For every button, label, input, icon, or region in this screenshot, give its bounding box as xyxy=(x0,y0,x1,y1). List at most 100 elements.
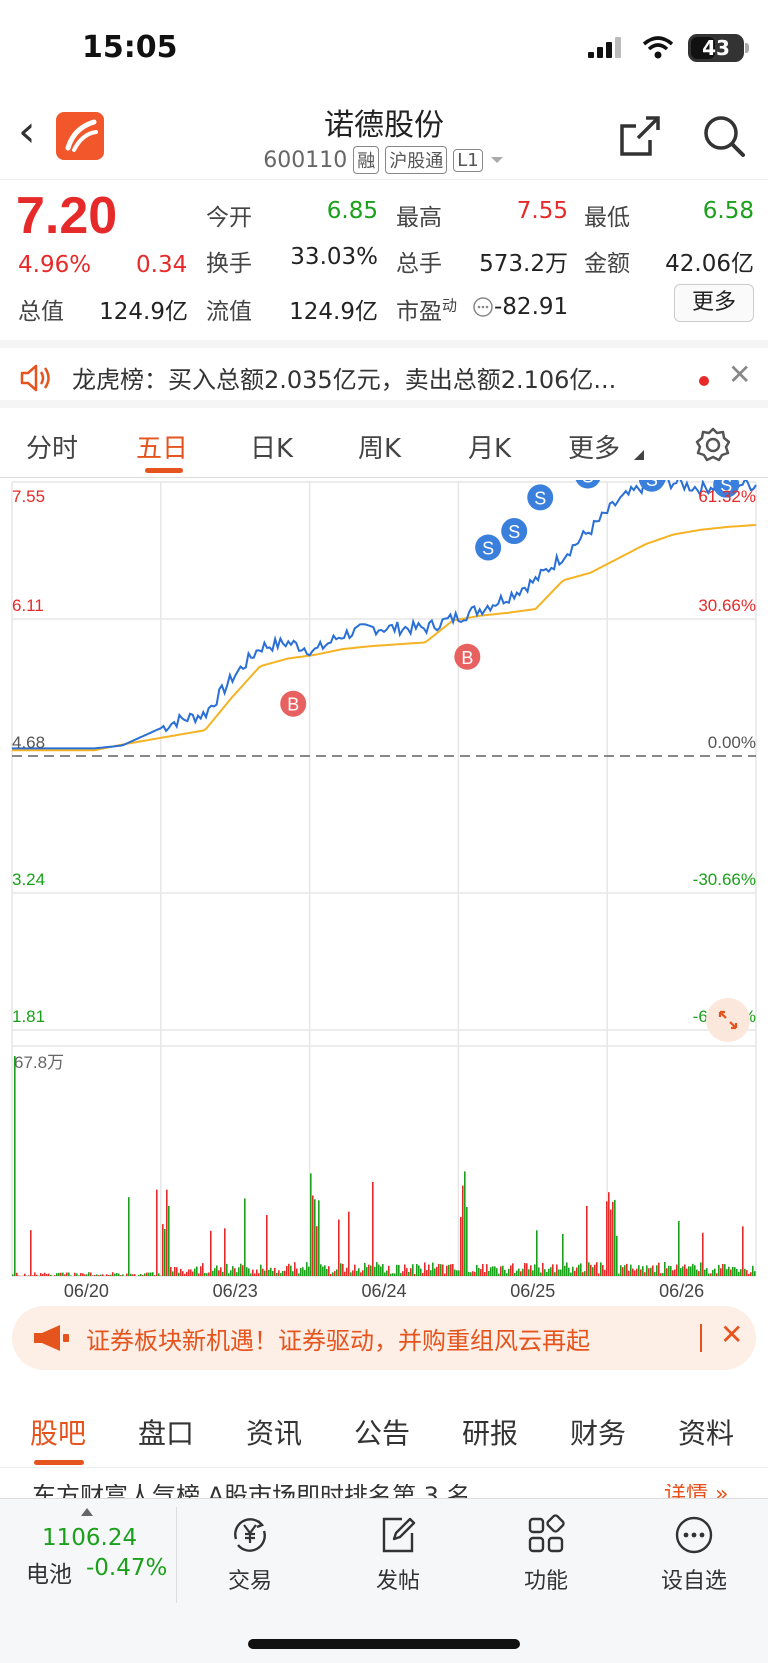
volume-bar xyxy=(468,1271,470,1276)
volume-bar xyxy=(172,1271,174,1276)
volume-bar xyxy=(604,1269,606,1276)
tab-profile[interactable]: 资料 xyxy=(678,1417,735,1450)
volume-bar xyxy=(212,1270,214,1276)
low-value: 6.58 xyxy=(702,198,754,224)
promo-banner[interactable]: 证券板块新机遇！证券驱动，并购重组风云再起 ✕ xyxy=(12,1306,756,1370)
volume-bar xyxy=(574,1270,576,1276)
expand-button[interactable] xyxy=(706,998,750,1042)
close-icon[interactable]: ✕ xyxy=(720,1318,744,1351)
volume-bar xyxy=(346,1267,348,1276)
volume-bar xyxy=(296,1268,298,1276)
tab-five-day[interactable]: 五日 xyxy=(136,434,189,464)
volume-bar xyxy=(376,1262,378,1276)
search-icon[interactable] xyxy=(700,112,748,160)
pe-info-icon[interactable] xyxy=(472,296,494,318)
tab-monthly-k[interactable]: 月K xyxy=(468,434,512,464)
volume-bar xyxy=(158,1273,160,1276)
volume-bar xyxy=(724,1264,726,1276)
volume-bar xyxy=(58,1272,60,1276)
volume-bar xyxy=(214,1268,216,1276)
volume-bar xyxy=(732,1266,734,1276)
tab-announcements[interactable]: 公告 xyxy=(354,1417,411,1450)
volume-bar xyxy=(406,1268,408,1276)
price-tick-label: 7.55 xyxy=(12,487,45,506)
pe-label: 市盈动 xyxy=(396,296,458,325)
volume-bar xyxy=(230,1270,232,1276)
volume-bar xyxy=(612,1201,614,1276)
tab-forum[interactable]: 股吧 xyxy=(30,1417,87,1450)
tab-more[interactable]: 更多 xyxy=(568,434,621,464)
volume-bar xyxy=(518,1268,520,1276)
volume-bar xyxy=(356,1270,358,1276)
volume-bar xyxy=(152,1272,154,1276)
volume-bar xyxy=(316,1226,318,1276)
volume-bar xyxy=(620,1265,622,1276)
volume-bar xyxy=(512,1263,514,1276)
status-bar: 15:05 43 xyxy=(0,0,768,96)
close-icon[interactable]: ✕ xyxy=(728,358,752,391)
five-day-chart[interactable]: BBSSSSSS 7.556.114.683.241.8161.32%30.66… xyxy=(0,462,768,1301)
volume-bar xyxy=(282,1271,284,1276)
volume-bar xyxy=(276,1272,278,1276)
volume-bar xyxy=(354,1264,356,1276)
volume-bar xyxy=(56,1273,58,1276)
volume-bar xyxy=(262,1268,264,1276)
volume-bar xyxy=(682,1266,684,1276)
volume-bar xyxy=(362,1270,364,1276)
volume-bar xyxy=(526,1263,528,1276)
volume-bar xyxy=(342,1263,344,1276)
volume-bar xyxy=(122,1274,124,1276)
volume-bar xyxy=(298,1273,300,1276)
volume-bar xyxy=(250,1273,252,1276)
volume-bar xyxy=(96,1274,98,1276)
tab-finance[interactable]: 财务 xyxy=(570,1417,627,1450)
volume-bar xyxy=(126,1273,128,1276)
volume-bar xyxy=(210,1230,212,1276)
tab-research[interactable]: 研报 xyxy=(462,1417,519,1450)
volume-bar xyxy=(328,1266,330,1276)
volume-bar xyxy=(734,1267,736,1276)
add-watchlist-button[interactable]: 设自选 xyxy=(644,1513,744,1595)
avg-price-line xyxy=(12,524,757,752)
sector-index[interactable]: 1106.24 电池 -0.47% xyxy=(0,1499,176,1593)
more-button[interactable]: 更多 xyxy=(674,284,754,322)
tab-news[interactable]: 资讯 xyxy=(246,1417,303,1450)
functions-button[interactable]: 功能 xyxy=(496,1513,596,1595)
volume-bar xyxy=(522,1268,524,1276)
gear-icon[interactable] xyxy=(694,426,732,464)
lhb-notice[interactable]: 龙虎榜：买入总额2.035亿元，卖出总额2.106亿... ✕ xyxy=(0,340,768,408)
volume-bar xyxy=(610,1209,612,1276)
post-button[interactable]: 发帖 xyxy=(348,1513,448,1595)
change-amount: 0.34 xyxy=(136,252,188,278)
tab-intraday[interactable]: 分时 xyxy=(26,434,79,464)
details-link[interactable]: 详情 » xyxy=(664,1484,729,1498)
volume-bar xyxy=(730,1269,732,1276)
volume-value: 573.2万 xyxy=(479,251,568,277)
stock-name: 诺德股份 xyxy=(324,108,444,143)
tab-daily-k[interactable]: 日K xyxy=(250,434,294,464)
volume-bar xyxy=(208,1272,210,1276)
volume-bar xyxy=(726,1269,728,1276)
tab-orderbook[interactable]: 盘口 xyxy=(138,1417,195,1450)
trade-button[interactable]: 交易 xyxy=(200,1513,300,1595)
volume-bar xyxy=(332,1272,334,1276)
volume-bar xyxy=(76,1273,78,1276)
share-icon[interactable] xyxy=(616,112,664,160)
back-button[interactable]: ‹ xyxy=(18,106,36,157)
volume-bar xyxy=(358,1268,360,1276)
volume-bar xyxy=(508,1268,510,1276)
popularity-row[interactable]: 东方财富人气榜 A股市场即时排名第 3 名 详情 » xyxy=(0,1484,768,1498)
volume-bar xyxy=(614,1199,616,1276)
volume-bar xyxy=(364,1262,366,1276)
stock-subtitle[interactable]: 600110 融 沪股通 L1 xyxy=(0,146,768,174)
volume-bar xyxy=(48,1273,50,1276)
tab-weekly-k[interactable]: 周K xyxy=(358,434,402,464)
volume-bar xyxy=(606,1201,608,1276)
volume-bar xyxy=(292,1271,294,1276)
volume-bar xyxy=(62,1272,64,1276)
volume-bar xyxy=(672,1270,674,1276)
volume-bar xyxy=(128,1197,130,1276)
volume-bar xyxy=(444,1273,446,1276)
volume-bar xyxy=(528,1269,530,1276)
volume-bar xyxy=(410,1268,412,1276)
